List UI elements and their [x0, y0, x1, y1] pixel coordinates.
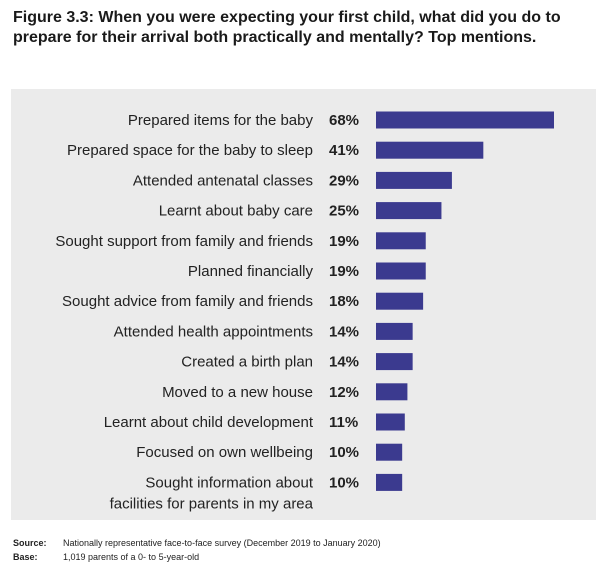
- chart-title: Figure 3.3: When you were expecting your…: [13, 9, 561, 46]
- category-label: Attended antenatal classes: [133, 172, 313, 189]
- chart-panel: [11, 89, 596, 520]
- category-label: Sought support from family and friends: [55, 233, 313, 250]
- source-key: Source:: [13, 538, 47, 548]
- value-label: 19%: [329, 233, 359, 250]
- bar: [376, 443, 403, 461]
- bar: [376, 383, 408, 401]
- bar: [376, 111, 554, 129]
- bar: [376, 473, 403, 491]
- category-label: Sought advice from family and friends: [62, 293, 313, 310]
- category-label: Focused on own wellbeing: [136, 444, 313, 461]
- category-label: Prepared items for the baby: [128, 112, 314, 129]
- bar: [376, 322, 413, 340]
- category-label: Learnt about baby care: [159, 203, 313, 220]
- category-label: Moved to a new house: [162, 384, 313, 401]
- bar: [376, 262, 426, 280]
- bar: [376, 232, 426, 250]
- bar: [376, 413, 405, 431]
- category-label: Planned financially: [188, 263, 314, 280]
- bar: [376, 292, 424, 310]
- value-label: 10%: [329, 444, 359, 461]
- value-label: 29%: [329, 172, 359, 189]
- chart-notes: Source: Nationally representative face-t…: [13, 536, 381, 564]
- bar: [376, 202, 442, 220]
- category-label: Attended health appointments: [114, 323, 313, 340]
- value-label: 10%: [329, 474, 359, 491]
- source-text: Nationally representative face-to-face s…: [63, 538, 381, 548]
- category-label: Created a birth plan: [181, 354, 313, 371]
- value-label: 68%: [329, 112, 359, 129]
- value-label: 19%: [329, 263, 359, 280]
- category-label: Prepared space for the baby to sleep: [67, 142, 313, 159]
- value-label: 12%: [329, 384, 359, 401]
- bar: [376, 353, 413, 371]
- bar: [376, 141, 484, 159]
- value-label: 41%: [329, 142, 359, 159]
- value-label: 11%: [329, 414, 358, 431]
- value-label: 25%: [329, 203, 359, 220]
- value-label: 18%: [329, 293, 359, 310]
- category-label: Sought information about facilities for p…: [110, 474, 314, 512]
- base-key: Base:: [13, 552, 38, 562]
- value-label: 14%: [329, 323, 359, 340]
- base-text: 1,019 parents of a 0- to 5-year-old: [63, 552, 200, 562]
- bar: [376, 171, 452, 189]
- value-label: 14%: [329, 354, 359, 371]
- category-label: Learnt about child development: [104, 414, 314, 431]
